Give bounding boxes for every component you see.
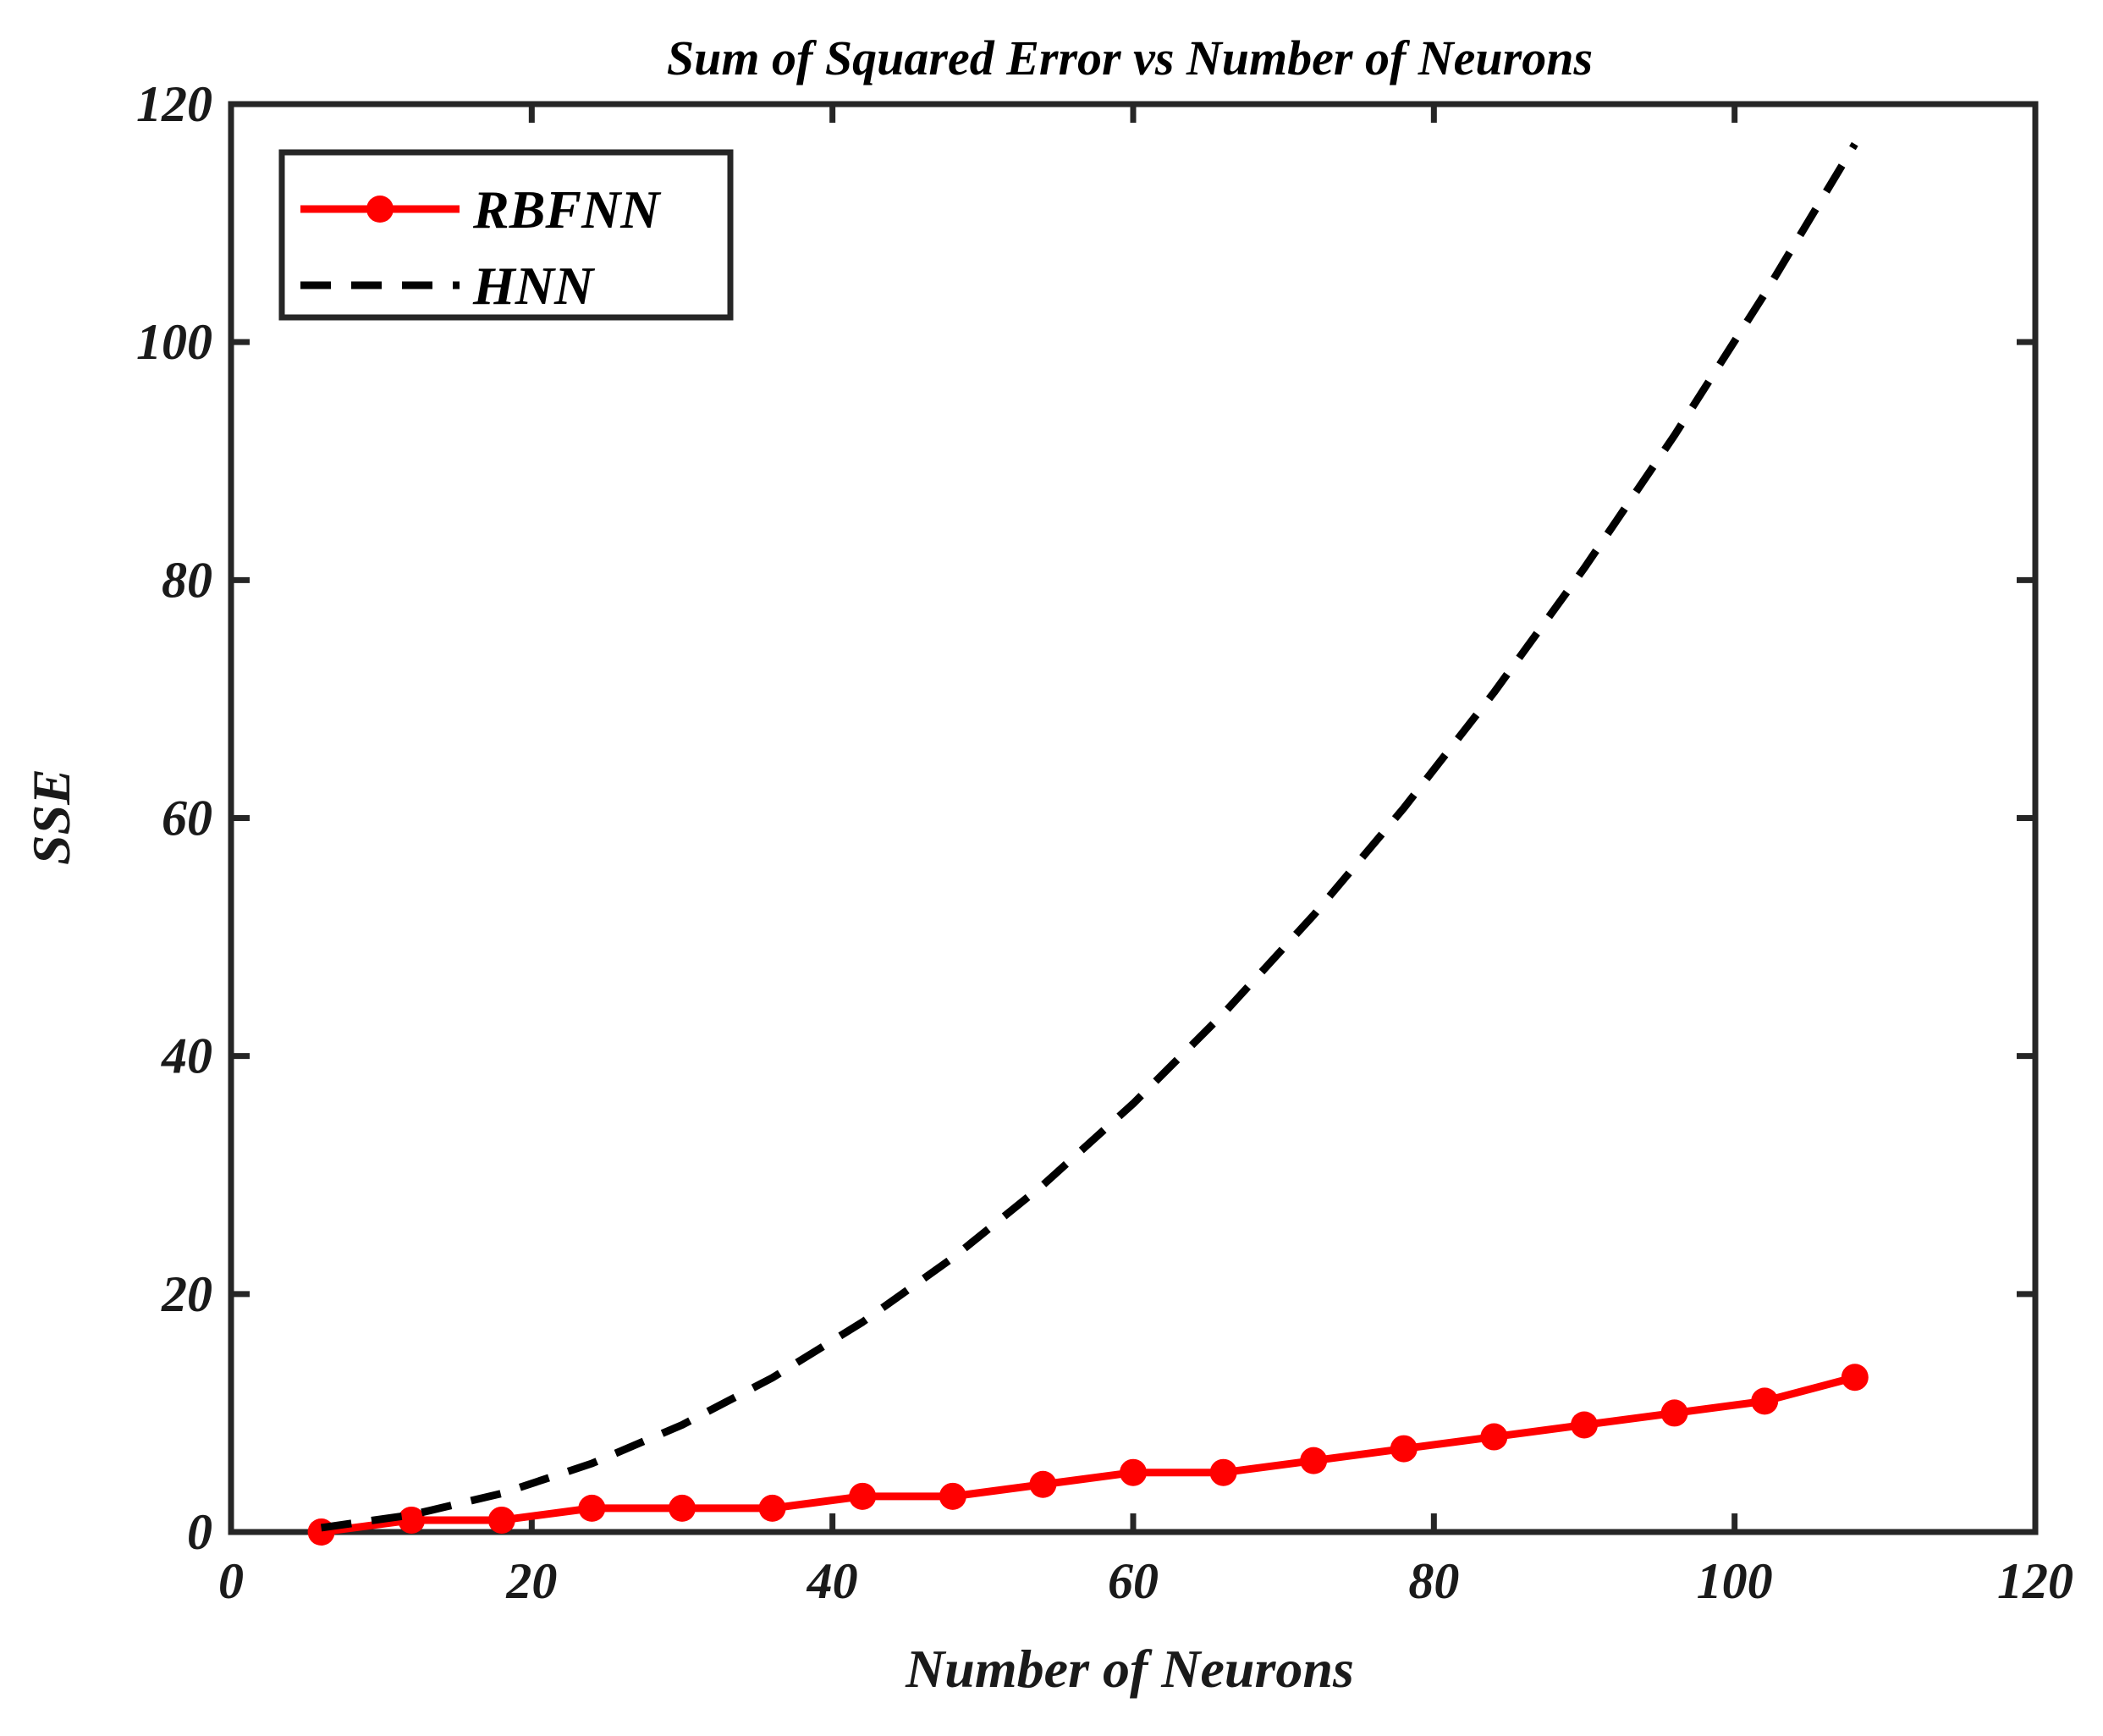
data-point-rbfnn: [398, 1506, 426, 1534]
data-point-rbfnn: [1751, 1387, 1779, 1415]
ticks: 0 20 40 60 80 100 120 0 20 40 60 80 100 120: [136, 76, 2073, 1609]
x-tick-label: 120: [1997, 1553, 2073, 1609]
series-line-rbfnn: [321, 1373, 1856, 1536]
data-point-rbfnn: [1480, 1423, 1508, 1451]
series-layer: [307, 141, 1869, 1546]
y-tick-label: 0: [187, 1504, 212, 1560]
data-point-rbfnn: [1300, 1447, 1328, 1474]
data-point-rbfnn: [1120, 1458, 1147, 1486]
y-axis-label: SSE: [21, 769, 81, 865]
data-point-rbfnn: [669, 1494, 696, 1522]
y-tick-label: 60: [162, 791, 212, 846]
chart-title: Sum of Squared Error vs Number of Neuron…: [667, 30, 1593, 85]
y-tick-label: 20: [161, 1266, 212, 1322]
data-point-rbfnn: [758, 1494, 786, 1522]
series-line-hnn: [320, 141, 1858, 1532]
legend-label-rbfnn: RBFNN: [472, 179, 662, 240]
data-point-rbfnn: [578, 1494, 606, 1522]
y-tick-label: 40: [161, 1028, 212, 1084]
data-point-rbfnn: [1571, 1411, 1598, 1439]
legend-label-hnn: HNN: [472, 256, 596, 316]
data-point-rbfnn: [487, 1506, 515, 1534]
data-point-rbfnn: [1029, 1470, 1057, 1498]
legend: RBFNN HNN: [278, 149, 734, 321]
data-point-rbfnn: [1660, 1399, 1688, 1427]
x-tick-label: 20: [505, 1553, 557, 1609]
y-tick-label: 100: [136, 314, 212, 370]
legend-box: [278, 149, 734, 321]
x-tick-label: 80: [1408, 1553, 1459, 1609]
x-tick-label: 40: [807, 1553, 858, 1609]
data-point-rbfnn: [939, 1482, 966, 1510]
data-point-rbfnn: [1841, 1364, 1869, 1392]
y-tick-label: 80: [162, 552, 212, 608]
x-tick-label: 0: [218, 1553, 244, 1609]
y-tick-label: 120: [136, 76, 212, 132]
data-point-rbfnn: [849, 1482, 877, 1510]
x-tick-label: 100: [1697, 1553, 1773, 1609]
x-axis-label: Number of Neurons: [905, 1639, 1354, 1699]
legend-marker-rbfnn: [366, 196, 394, 223]
data-point-rbfnn: [1390, 1435, 1418, 1463]
data-point-rbfnn: [1209, 1458, 1237, 1486]
x-tick-label: 60: [1108, 1553, 1159, 1609]
